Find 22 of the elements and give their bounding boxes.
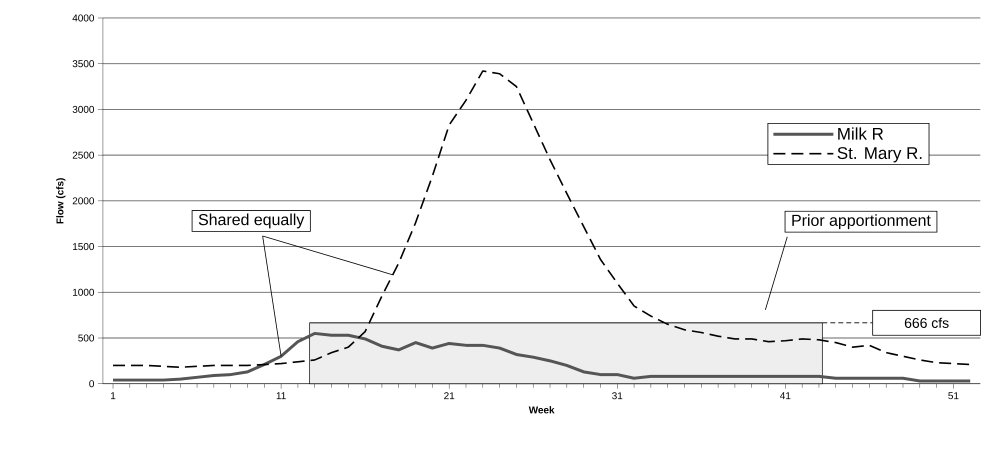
x-tick-label: 41 <box>780 392 790 400</box>
y-tick-label: 3500 <box>72 60 94 68</box>
y-tick-label: 3000 <box>72 106 94 114</box>
x-tick-label: 31 <box>612 392 622 400</box>
x-tick-label: 51 <box>948 392 958 400</box>
legend-label: St. Mary R. <box>838 147 922 163</box>
y-tick-label: 4000 <box>72 14 94 22</box>
y-tick-label: 1000 <box>73 288 94 296</box>
annotation: Shared equally <box>198 214 304 229</box>
x-tick-label: 11 <box>276 392 286 400</box>
x-tick-label: 1 <box>111 392 116 400</box>
y-tick-label: 2500 <box>72 152 94 159</box>
y-tick-label: 2000 <box>72 197 94 205</box>
y-tick-label: 1500 <box>73 243 94 250</box>
x-tick-label: 21 <box>444 392 454 400</box>
y-axis-title: Flow (cfs) <box>56 178 66 224</box>
legend-label: Milk R <box>838 128 884 140</box>
y-tick-label: 500 <box>78 334 94 342</box>
ref-line-label: 666 cfs <box>904 318 949 328</box>
annotation: Prior apportionment <box>792 214 931 230</box>
x-axis-title: Week <box>528 406 555 414</box>
y-tick-label: 0 <box>89 380 94 388</box>
